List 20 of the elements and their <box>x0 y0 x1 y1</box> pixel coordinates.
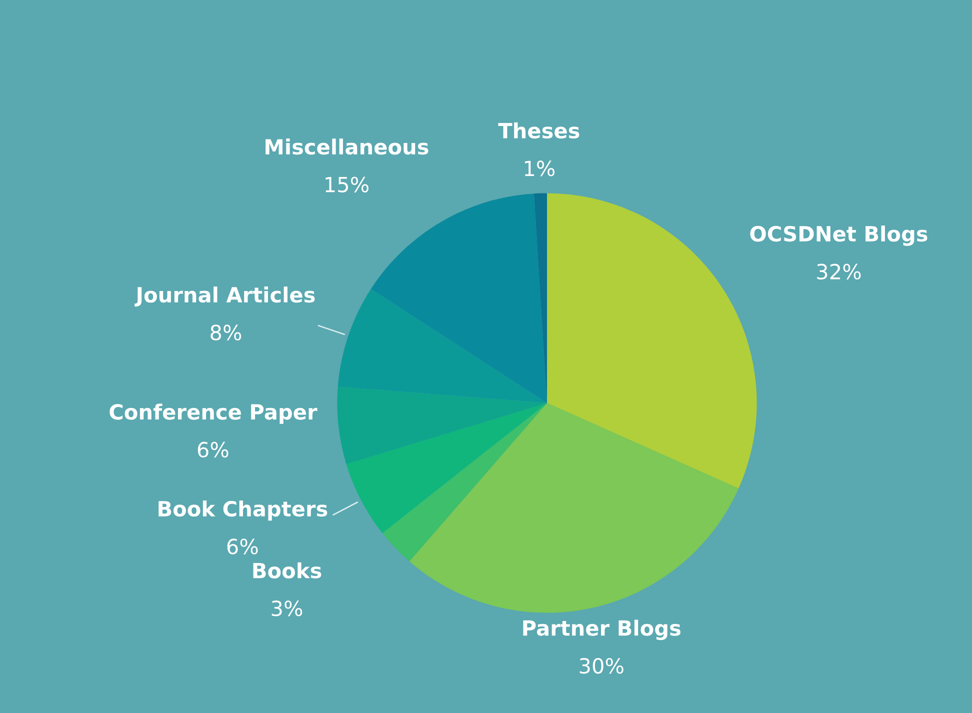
data-label: 3% <box>272 600 302 616</box>
slice-label: Books <box>253 562 322 578</box>
data-label: 32% <box>817 264 861 280</box>
slice-label: Partner Blogs <box>523 620 680 640</box>
slice-label: Book Chapters <box>158 500 328 521</box>
slice-label: Conference Paper <box>110 404 318 424</box>
data-label: 8% <box>210 324 242 340</box>
slice-label: Miscellaneous <box>266 138 428 155</box>
slice-label: Theses <box>498 122 580 139</box>
pie-slice <box>409 403 739 613</box>
pie-slice <box>382 403 547 562</box>
slice-label: Journal Articles <box>134 286 315 307</box>
data-label: 30% <box>580 658 624 674</box>
data-label: 6% <box>198 442 228 458</box>
pie-slice <box>370 194 547 403</box>
data-label: 1% <box>524 160 555 176</box>
pie-slice <box>346 403 547 534</box>
data-label: 6% <box>227 538 258 554</box>
slice-label: OCSDNet Blogs <box>750 226 928 246</box>
data-label: 15% <box>326 176 368 192</box>
